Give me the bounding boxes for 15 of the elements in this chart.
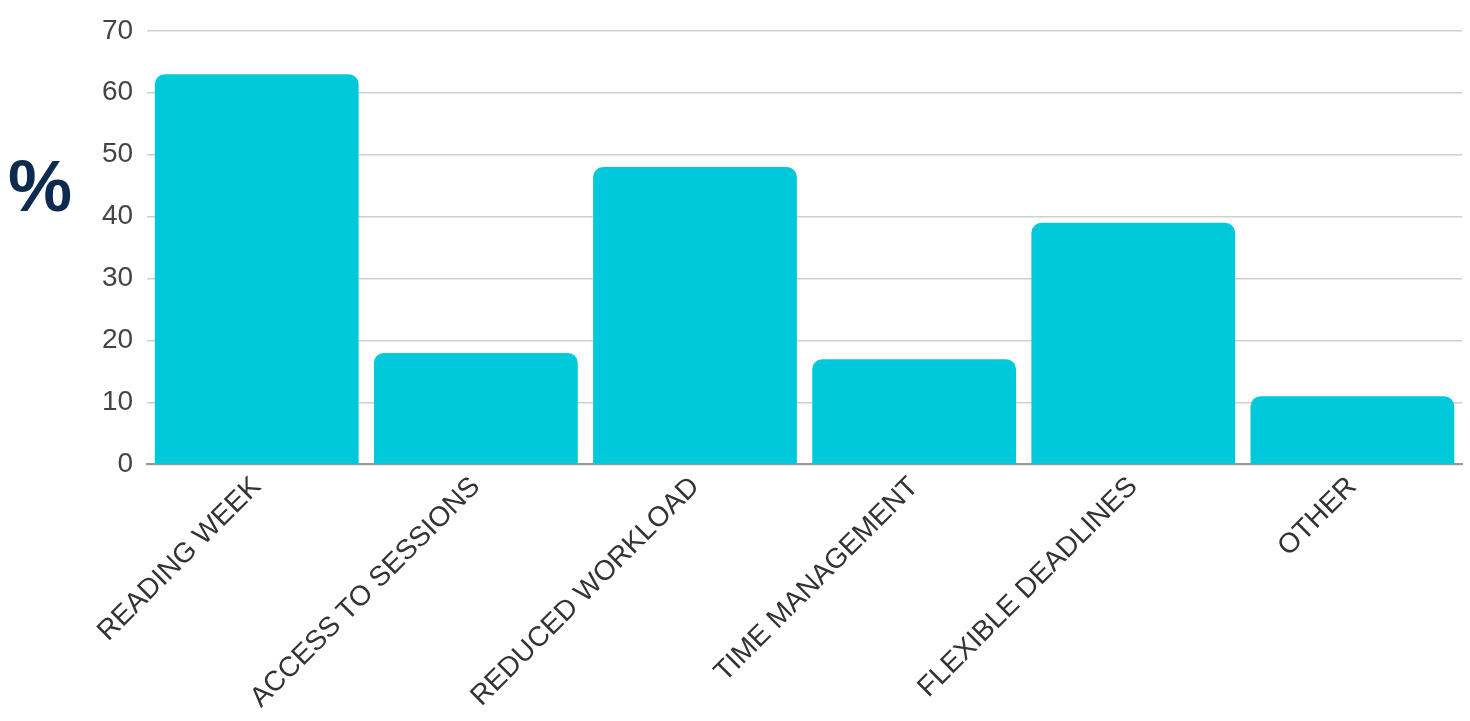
y-tick-label: 50 (101, 137, 134, 169)
bar (1031, 222, 1236, 464)
y-tick-label: 10 (101, 385, 134, 417)
y-tick-label: 20 (101, 323, 134, 355)
y-tick-label: 40 (101, 199, 134, 231)
bar (593, 167, 797, 464)
y-axis-title: % (8, 146, 73, 226)
y-tick-label: 30 (101, 261, 134, 293)
bar (373, 352, 578, 464)
y-tick-label: 70 (101, 13, 134, 45)
y-tick-label: 0 (117, 447, 134, 479)
bar (154, 74, 359, 464)
bar (812, 359, 1017, 464)
y-tick-label: 60 (101, 75, 134, 107)
bar (1250, 396, 1455, 464)
